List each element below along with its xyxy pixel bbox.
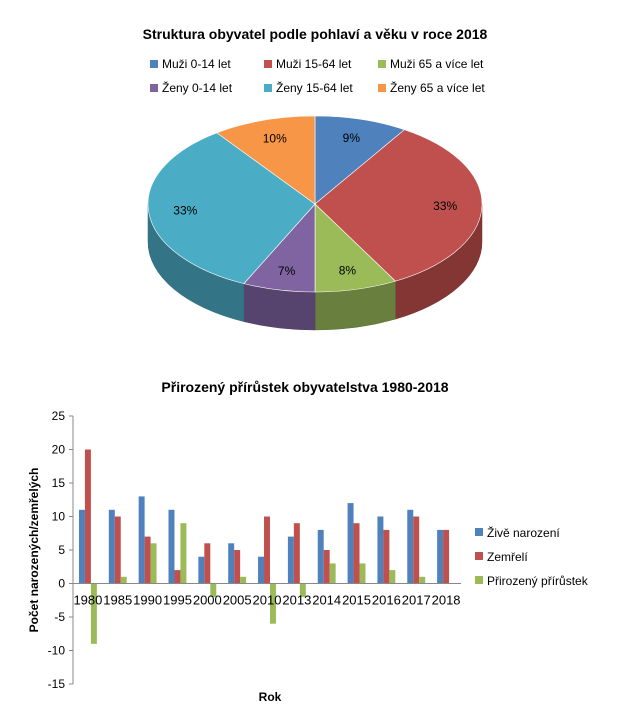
pie-legend-swatch [264, 60, 272, 68]
pie-title: Struktura obyvatel podle pohlaví a věku … [143, 26, 488, 42]
pie-legend-label: Ženy 65 a více let [390, 80, 485, 95]
pie-legend-label: Muži 15-64 let [276, 57, 352, 71]
y-tick-label: 15 [52, 476, 66, 490]
bar [210, 583, 217, 597]
pie-data-label: 10% [263, 132, 287, 146]
pie-legend-label: Muži 65 a více let [390, 57, 484, 71]
x-tick-label: 2014 [312, 593, 341, 608]
bar [443, 529, 450, 584]
bar [419, 576, 426, 584]
bar [437, 529, 444, 584]
bar [120, 576, 127, 584]
bar [204, 543, 211, 584]
bar [299, 583, 306, 597]
y-tick-label: -10 [48, 644, 66, 658]
bar-legend-swatch [475, 576, 483, 584]
bar [234, 550, 241, 584]
y-axis-label: Počet narozených/zemřelých [27, 468, 41, 633]
bar [174, 570, 181, 584]
bar [198, 556, 205, 584]
pie-slice [314, 115, 406, 205]
bar [180, 523, 187, 584]
bar [150, 543, 157, 584]
x-tick-label: 2016 [372, 593, 401, 608]
x-tick-label: 2010 [253, 593, 282, 608]
pie-legend-label: Muži 0-14 let [162, 57, 231, 71]
bar [323, 550, 330, 584]
x-tick-label: 1980 [73, 593, 102, 608]
y-tick-label: 10 [52, 510, 66, 524]
bar [78, 509, 85, 584]
bar [347, 503, 354, 584]
bar [168, 509, 175, 584]
bar [377, 516, 384, 584]
bar [269, 583, 276, 624]
bar [383, 529, 390, 584]
bar [329, 563, 336, 584]
pie-body: 9% 33% 8% 7% 33% 10% [147, 115, 483, 331]
pie-data-label: 8% [339, 263, 357, 277]
bar [389, 570, 396, 584]
x-tick-label: 1990 [133, 593, 162, 608]
bar [258, 556, 265, 584]
bar-legend-swatch [475, 552, 483, 560]
bar [264, 516, 270, 584]
pie-legend-swatch [150, 60, 158, 68]
pie-legend-label: Ženy 15-64 let [276, 80, 353, 95]
pie-legend-swatch [264, 84, 272, 92]
x-tick-label: 2018 [432, 593, 461, 608]
y-tick-label: -5 [54, 610, 65, 624]
bar [293, 523, 300, 584]
bar [108, 509, 115, 584]
bar [114, 516, 121, 584]
pie-legend-swatch [378, 84, 386, 92]
bar [144, 536, 151, 584]
bar-legend-label: Přirozený přírůstek [487, 574, 589, 588]
y-tick-label: 25 [52, 409, 66, 423]
x-tick-label: 2000 [193, 593, 222, 608]
y-tick-label: 5 [58, 543, 65, 557]
bar-legend-swatch [475, 528, 483, 536]
pie-data-label: 33% [173, 203, 197, 217]
y-tick-label: -15 [48, 677, 66, 691]
x-tick-label: 2005 [223, 593, 252, 608]
bar [287, 536, 294, 584]
bar [138, 496, 145, 584]
bar [317, 529, 324, 584]
bar-legend-label: Živě narození [487, 525, 560, 540]
pie-legend-swatch [150, 84, 158, 92]
bar-legend-label: Zemřelí [487, 550, 528, 564]
x-tick-label: 1995 [163, 593, 192, 608]
bar [228, 543, 235, 584]
bar [240, 576, 247, 584]
x-axis-label: Rok [259, 690, 282, 704]
bar [359, 563, 366, 584]
pie-slice [216, 115, 316, 205]
pie-legend-swatch [378, 60, 386, 68]
bar [353, 523, 360, 584]
y-tick-label: 20 [52, 443, 66, 457]
pie-data-label: 9% [343, 131, 361, 145]
bar [413, 516, 420, 584]
y-tick-label: 0 [58, 577, 65, 591]
x-tick-label: 1985 [103, 593, 132, 608]
bar [90, 583, 97, 644]
pie-legend-label: Ženy 0-14 let [162, 80, 233, 95]
pie-legend: Muži 0-14 let Muži 15-64 let Muži 65 a víc… [150, 57, 485, 95]
bar [84, 449, 91, 584]
x-tick-label: 2013 [282, 593, 311, 608]
bar-legend: Živě narození Zemřelí Přirozený přírůstek [475, 525, 589, 588]
x-tick-label: 2017 [402, 593, 431, 608]
bar [407, 509, 414, 584]
bar-title: Přirozený přírůstek obyvatelstva 1980-20… [161, 379, 448, 395]
pie-slice [314, 129, 483, 282]
x-tick-label: 2015 [342, 593, 371, 608]
pie-slice [147, 132, 316, 284]
pie-data-label: 33% [433, 199, 457, 213]
pie-data-label: 7% [278, 264, 296, 278]
